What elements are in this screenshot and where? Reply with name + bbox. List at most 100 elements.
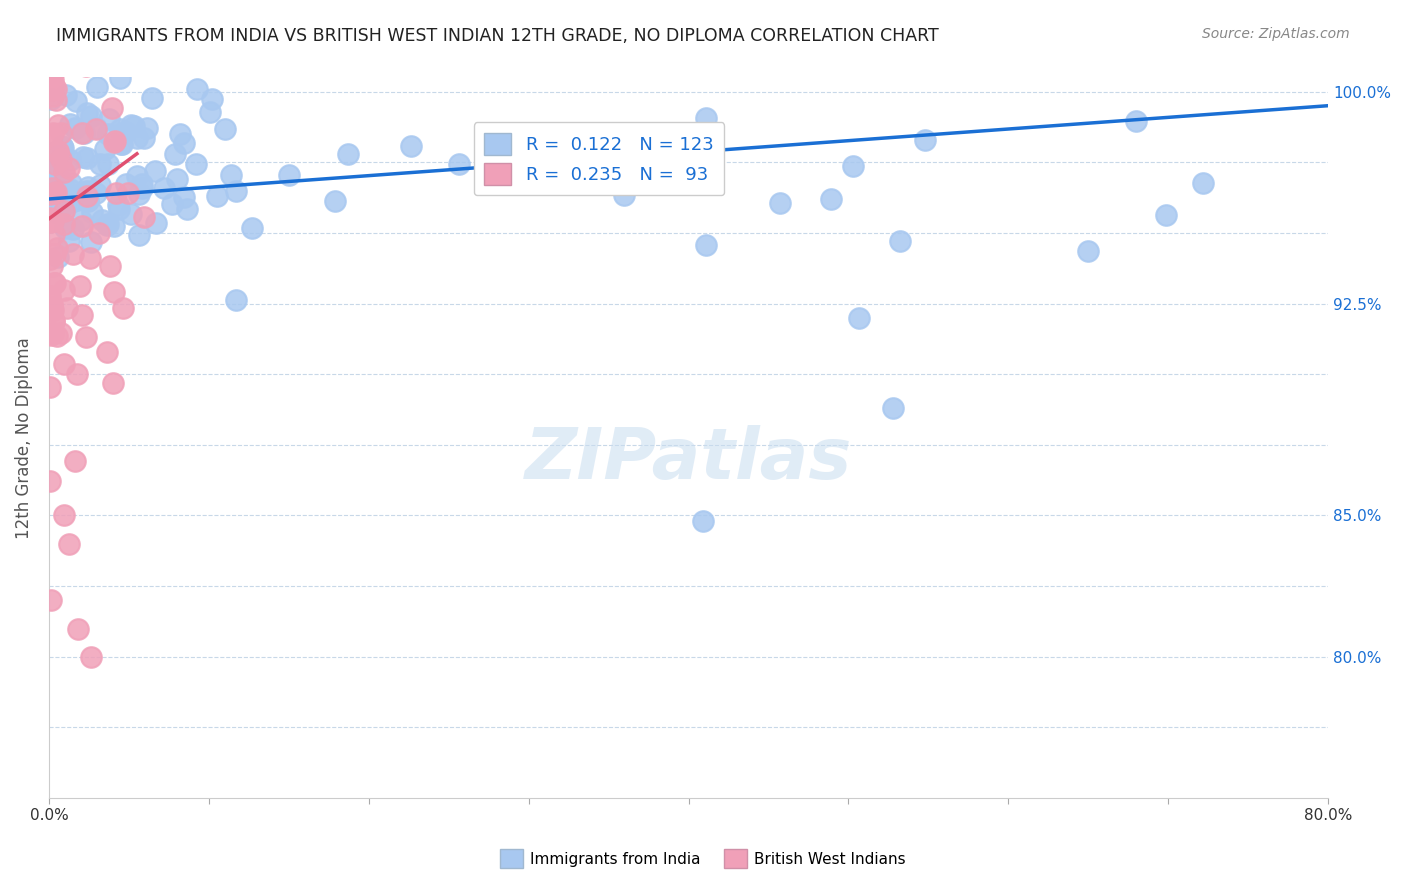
Point — [52, 178, 75, 193]
Point — [240, 221, 263, 235]
Point — [46, 328, 69, 343]
Point — [173, 190, 195, 204]
Point — [325, 194, 347, 208]
Point — [145, 216, 167, 230]
Point — [112, 301, 135, 316]
Point — [219, 169, 242, 183]
Point — [38, 57, 60, 71]
Point — [613, 187, 636, 202]
Point — [769, 196, 792, 211]
Point — [73, 126, 96, 140]
Point — [52, 508, 75, 523]
Point — [160, 197, 183, 211]
Point — [692, 514, 714, 528]
Point — [447, 157, 470, 171]
Point — [41, 56, 63, 70]
Point — [83, 56, 105, 70]
Y-axis label: 12th Grade, No Diploma: 12th Grade, No Diploma — [15, 337, 32, 539]
Point — [69, 278, 91, 293]
Point — [39, 186, 62, 201]
Point — [52, 141, 75, 155]
Point — [58, 537, 80, 551]
Point — [225, 184, 247, 198]
Point — [41, 162, 63, 177]
Point — [110, 136, 132, 151]
Point — [67, 56, 90, 70]
Point — [169, 127, 191, 141]
Point — [39, 146, 62, 161]
Point — [101, 376, 124, 391]
Point — [76, 194, 98, 209]
Point — [89, 157, 111, 171]
Point — [46, 145, 69, 160]
Point — [66, 622, 89, 636]
Point — [44, 313, 66, 327]
Point — [77, 194, 100, 208]
Point — [1077, 244, 1099, 259]
Point — [80, 649, 103, 664]
Point — [914, 134, 936, 148]
Point — [38, 211, 60, 225]
Point — [115, 177, 138, 191]
Point — [111, 126, 134, 140]
Point — [820, 192, 842, 206]
Point — [277, 168, 299, 182]
Point — [49, 152, 72, 166]
Point — [201, 92, 224, 106]
Point — [337, 147, 360, 161]
Point — [97, 157, 120, 171]
Point — [134, 131, 156, 145]
Point — [44, 178, 66, 192]
Point — [101, 56, 124, 70]
Point — [90, 56, 112, 70]
Point — [66, 367, 89, 381]
Point — [63, 193, 86, 207]
Point — [49, 202, 72, 217]
Point — [1154, 208, 1177, 222]
Point — [70, 308, 93, 322]
Point — [41, 326, 63, 340]
Point — [143, 163, 166, 178]
Point — [165, 147, 187, 161]
Point — [882, 401, 904, 415]
Point — [41, 300, 63, 314]
Point — [107, 197, 129, 211]
Point — [60, 188, 83, 202]
Point — [62, 246, 84, 260]
Point — [53, 220, 76, 235]
Point — [108, 70, 131, 85]
Point — [49, 183, 72, 197]
Point — [108, 202, 131, 216]
Point — [44, 314, 66, 328]
Point — [45, 93, 67, 107]
Point — [49, 171, 72, 186]
Point — [58, 234, 80, 248]
Point — [38, 289, 60, 303]
Point — [75, 59, 97, 73]
Point — [56, 301, 79, 315]
Point — [103, 135, 125, 149]
Point — [63, 56, 86, 70]
Point — [205, 188, 228, 202]
Point — [120, 118, 142, 132]
Point — [125, 131, 148, 145]
Point — [41, 180, 63, 194]
Point — [62, 221, 84, 235]
Point — [73, 186, 96, 200]
Point — [89, 227, 111, 241]
Point — [70, 213, 93, 227]
Point — [46, 56, 69, 70]
Point — [59, 182, 82, 196]
Point — [59, 117, 82, 131]
Point — [125, 169, 148, 183]
Point — [51, 139, 73, 153]
Point — [55, 87, 77, 102]
Point — [42, 126, 65, 140]
Point — [131, 180, 153, 194]
Point — [48, 175, 70, 189]
Point — [96, 218, 118, 232]
Point — [122, 119, 145, 133]
Point — [848, 310, 870, 325]
Point — [141, 91, 163, 105]
Point — [44, 227, 66, 242]
